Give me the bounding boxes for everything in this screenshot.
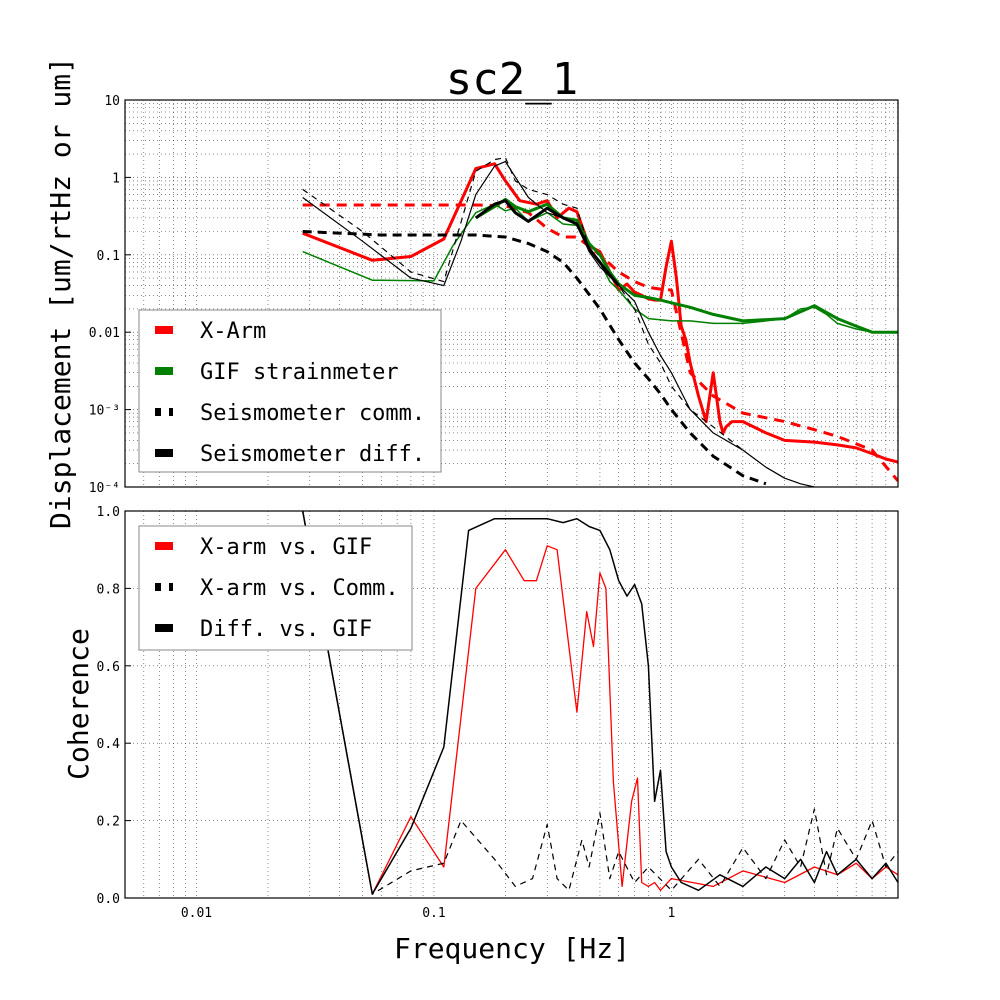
y-tick-label: 10⁻³ bbox=[89, 404, 120, 419]
series-line-1-1 bbox=[302, 511, 898, 895]
series-group bbox=[302, 157, 898, 487]
series-group bbox=[301, 511, 898, 895]
y-tick-label: 0.4 bbox=[97, 737, 121, 752]
legend-box bbox=[138, 309, 442, 473]
legend: X-arm vs. GIF X-arm vs. Comm. Diff. vs. GI… bbox=[138, 525, 413, 651]
bottom-xlabel: Frequency [Hz] bbox=[394, 932, 630, 965]
legend-label: Seismometer diff. bbox=[200, 442, 425, 467]
series-line-0-3 bbox=[475, 197, 898, 334]
legend-label: X-Arm bbox=[200, 319, 266, 344]
top-ylabel: Displacement [um/rtHz or um] bbox=[44, 57, 77, 529]
x-tick-label: 1 bbox=[667, 906, 675, 921]
chart-title: sc2_1 bbox=[446, 54, 578, 105]
y-tick-label: 0.1 bbox=[97, 249, 120, 264]
series-line-1-2 bbox=[301, 511, 898, 895]
legend-label: Seismometer comm. bbox=[200, 401, 425, 426]
y-tick-label: 0.8 bbox=[97, 582, 120, 597]
legend-label: Diff. vs. GIF bbox=[200, 617, 372, 642]
top-panel: 10 1 0.1 0.01 10⁻³ 10⁻⁴ X-Arm GIF strainmeter Se… bbox=[89, 94, 899, 496]
y-tick-label: 0.2 bbox=[97, 815, 120, 830]
legend-label: GIF strainmeter bbox=[200, 360, 399, 385]
series-line-0-7 bbox=[474, 199, 620, 287]
plot-frame bbox=[124, 99, 899, 488]
bottom-ylabel: Coherence bbox=[62, 628, 95, 780]
legend-label: X-arm vs. Comm. bbox=[200, 576, 399, 601]
x-tick-label: 0.1 bbox=[422, 906, 445, 921]
y-tick-label: 1 bbox=[112, 171, 120, 186]
x-tick-label: 0.01 bbox=[181, 906, 212, 921]
y-tick-label: 0.0 bbox=[97, 892, 120, 907]
y-tick-label: 10 bbox=[104, 94, 120, 109]
legend: X-Arm GIF strainmeter Seismometer comm. Sei… bbox=[138, 309, 442, 473]
y-tick-label: 0.6 bbox=[97, 660, 120, 675]
y-tick-label: 1.0 bbox=[97, 505, 120, 520]
series-line-1-0 bbox=[302, 511, 898, 895]
y-tick-label: 10⁻⁴ bbox=[89, 481, 120, 496]
legend-box bbox=[138, 525, 413, 651]
legend-label: X-arm vs. GIF bbox=[200, 535, 372, 560]
bottom-panel: 1.00.80.60.40.20.00.01 0.1 1X-arm vs. GIFX… bbox=[97, 505, 899, 921]
plot-frame bbox=[124, 510, 899, 899]
series-line-0-6 bbox=[302, 161, 815, 487]
series-line-0-5 bbox=[302, 230, 767, 486]
y-tick-label: 0.01 bbox=[89, 326, 120, 341]
